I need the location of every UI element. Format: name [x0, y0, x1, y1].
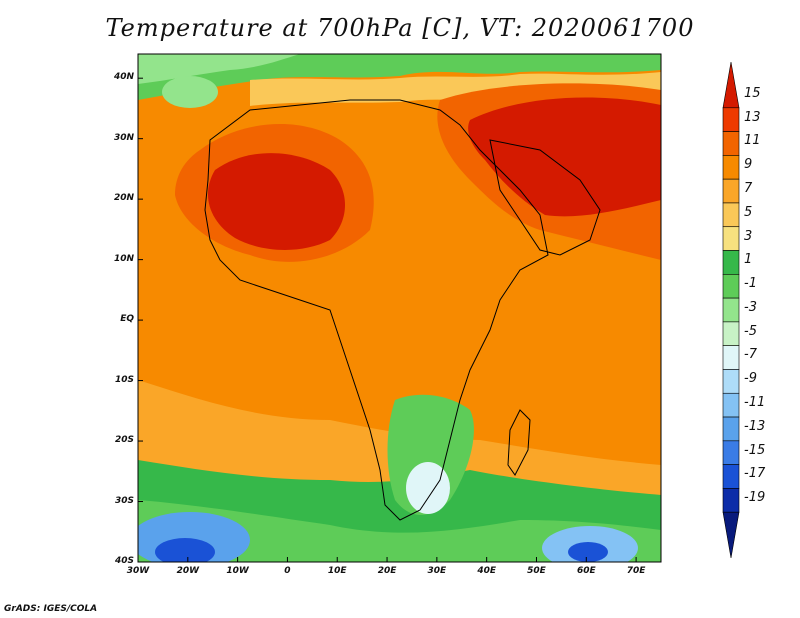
colorbar-label: -13	[744, 418, 766, 434]
lat-label: 20N	[113, 193, 134, 204]
lat-label: 10S	[114, 374, 134, 385]
colorbar-swatch	[722, 369, 740, 394]
lon-label: 0	[284, 566, 291, 576]
lon-label: 30E	[427, 566, 447, 576]
field-cold-sw-core	[155, 538, 215, 562]
colorbar-label: 11	[744, 133, 761, 149]
lat-label: EQ	[120, 314, 134, 325]
lat-label: 20S	[114, 435, 134, 446]
lon-label: 70E	[626, 566, 646, 576]
lon-label: 40E	[477, 566, 496, 576]
colorbar-swatch	[722, 274, 740, 299]
field-south-1	[138, 500, 661, 562]
field-atlantic-cool	[162, 76, 218, 108]
colorbar-label: -15	[744, 442, 766, 458]
colorbar-label: 3	[744, 228, 753, 244]
colorbar-swatch	[722, 178, 740, 204]
colorbar-swatch	[722, 321, 740, 346]
colorbar-swatch	[722, 131, 740, 156]
colorbar-label: 1	[744, 252, 753, 268]
arabia-coastline	[489, 139, 601, 256]
colorbar-swatch	[722, 107, 740, 132]
lon-label: 60E	[576, 566, 596, 576]
colorbar-label: -9	[744, 371, 757, 387]
axis-ticks	[137, 77, 637, 563]
field-cold-se-core	[568, 542, 608, 562]
colorbar-label: 7	[744, 180, 753, 196]
colorbar-swatch	[722, 202, 740, 228]
africa-coastline	[204, 99, 549, 521]
colorbar-swatch	[722, 297, 740, 323]
colorbar-label: -19	[744, 490, 766, 506]
temperature-field	[138, 54, 661, 562]
map-frame-border	[137, 53, 662, 563]
colorbar-bottom-arrow	[722, 511, 740, 559]
colorbar-swatch	[722, 345, 740, 370]
credit-text: GrADS: IGES/COLA	[4, 604, 98, 614]
colorbar-label: -5	[744, 323, 757, 339]
chart-title: Temperature at 700hPa [C], VT: 202006170…	[105, 14, 695, 42]
lon-label: 10W	[226, 566, 249, 576]
lat-label: 30S	[114, 495, 134, 506]
colorbar-label: 15	[744, 85, 761, 101]
field-med-yellow	[250, 72, 661, 106]
madagascar-coastline	[507, 409, 531, 476]
lat-label: 40N	[113, 72, 134, 83]
field-sahara-13	[207, 153, 345, 250]
colorbar-swatch	[722, 488, 740, 513]
lat-label: 30N	[113, 132, 134, 143]
colorbar-swatch	[722, 416, 740, 442]
lon-label: 20W	[176, 566, 200, 576]
colorbar-swatch	[722, 464, 740, 489]
field-europe-green	[138, 54, 661, 100]
colorbar-label: 9	[744, 157, 753, 173]
field-atlantic-n	[138, 54, 300, 84]
colorbar-swatch	[722, 250, 740, 275]
lon-label: 10E	[327, 566, 347, 576]
colorbar-label: -7	[744, 347, 757, 363]
lon-label: 20E	[377, 566, 397, 576]
colorbar-swatch	[722, 392, 740, 418]
lat-label: 10N	[113, 253, 134, 264]
colorbar-label: 13	[744, 109, 761, 125]
lon-label: 50E	[527, 566, 546, 576]
colorbar-label: -11	[744, 395, 766, 411]
colorbar-swatch	[722, 226, 740, 251]
field-safrica-cold	[406, 462, 450, 514]
colorbar-swatch	[722, 155, 740, 180]
colorbar-label: -1	[744, 276, 757, 292]
lon-label: 30W	[126, 566, 150, 576]
colorbar	[722, 61, 740, 559]
lat-label: 40S	[114, 556, 134, 566]
colorbar-label: -17	[744, 466, 766, 482]
colorbar-label: -3	[744, 299, 757, 315]
colorbar-top-arrow	[722, 61, 740, 109]
colorbar-swatch	[722, 440, 740, 465]
colorbar-label: 5	[744, 204, 753, 220]
